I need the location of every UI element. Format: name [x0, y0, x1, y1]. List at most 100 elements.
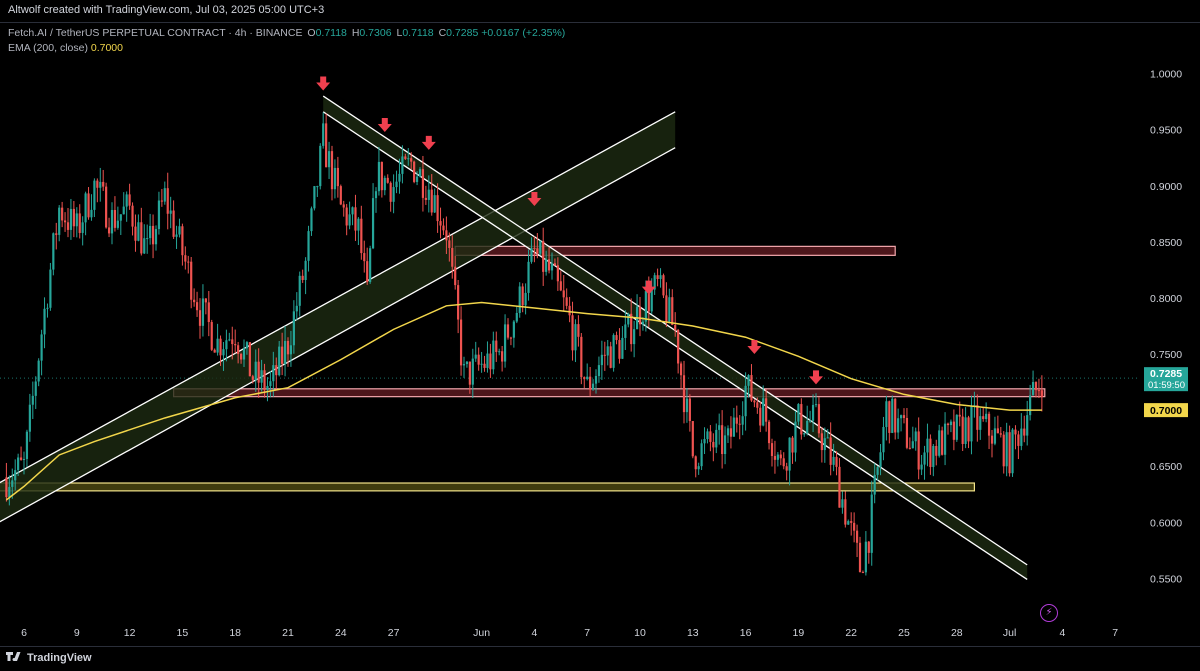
candle-body — [260, 370, 263, 383]
candle-body — [1020, 428, 1023, 446]
ema-value: 0.7000 — [90, 42, 123, 54]
candle-body — [339, 186, 342, 205]
candle-body — [580, 336, 583, 378]
x-tick-label: 7 — [584, 627, 590, 639]
channel-lower-rising-channel — [0, 147, 676, 523]
x-tick-label: 24 — [335, 627, 347, 639]
candle-body — [404, 156, 407, 159]
candle-body — [190, 261, 193, 300]
candle-body — [1023, 428, 1026, 436]
candle-body — [216, 338, 219, 353]
change-value: +0.0167 (+2.35%) — [481, 27, 566, 39]
price-chart[interactable]: 1.0000 0.9500 0.9000 0.8500 0.8000 0.7500 0.70… — [0, 0, 1200, 646]
candle-body — [650, 289, 653, 312]
ema-label[interactable]: EMA (200, close) — [8, 42, 88, 54]
candle-body — [90, 209, 93, 218]
candle-body — [278, 346, 281, 376]
candle-body — [427, 189, 430, 200]
candle-body — [506, 324, 510, 338]
candle-body — [753, 400, 756, 403]
candle-body — [363, 253, 366, 262]
candle-body — [360, 218, 363, 254]
y-tick-label: 0.5500 — [1150, 573, 1182, 585]
candle-body — [847, 521, 850, 525]
candle-body — [58, 207, 61, 235]
current-price-tag — [1144, 367, 1188, 392]
candle-body — [410, 158, 413, 162]
candle-body — [304, 260, 307, 280]
symbol-name[interactable]: Fetch.AI / TetherUS PERPETUAL CONTRACT ·… — [8, 27, 303, 39]
candle-body — [536, 248, 539, 254]
candle-body — [633, 329, 636, 345]
candle-body — [1014, 429, 1017, 435]
candle-body — [627, 313, 630, 325]
candle-body — [477, 354, 480, 365]
lightning-icon[interactable]: ⚡ — [1040, 604, 1058, 622]
candle-body — [759, 407, 762, 426]
candle-body — [624, 324, 627, 338]
candle-body — [157, 200, 161, 230]
candle-body — [178, 226, 181, 235]
candle-body — [817, 404, 821, 434]
attribution-bar: Altwolf created with TradingView.com, Ju… — [0, 0, 1200, 23]
ema-row: EMA (200, close) 0.7000 — [8, 41, 565, 56]
ema200-line — [5, 301, 1042, 501]
candle-body — [917, 431, 920, 470]
ema-price-tag — [1144, 403, 1188, 418]
candle-body — [1008, 432, 1011, 474]
candle-body — [600, 354, 603, 366]
candle-body — [43, 308, 46, 335]
candle-body — [245, 342, 249, 349]
x-tick-label: Jun — [473, 627, 490, 639]
candle-body — [738, 423, 741, 425]
candle-body — [943, 423, 947, 455]
candle-body — [979, 416, 982, 430]
candle-body — [612, 335, 615, 368]
candle-body — [545, 259, 548, 272]
rejection-arrow-icon — [527, 191, 542, 206]
x-tick-label: 13 — [687, 627, 699, 639]
candle-body — [589, 376, 592, 390]
candle-body — [982, 416, 985, 419]
candle-body — [407, 158, 410, 160]
candle-body — [961, 416, 964, 444]
candle-body — [228, 339, 231, 341]
candle-body — [803, 433, 806, 435]
rejection-arrow-icon — [747, 340, 762, 355]
candle-body — [131, 205, 134, 227]
brand-name[interactable]: TradingView — [27, 652, 92, 664]
candle-body — [735, 417, 738, 424]
candle-body — [160, 200, 163, 202]
candle-body — [750, 375, 753, 401]
candle-body — [861, 572, 865, 574]
candle-body — [377, 161, 381, 192]
candle-body — [125, 194, 128, 207]
candle-body — [606, 346, 609, 356]
candle-body — [307, 231, 310, 261]
channel-fill-falling-channel — [323, 96, 1028, 580]
candle-body — [25, 431, 29, 459]
x-tick-label: 10 — [634, 627, 646, 639]
candle-body — [389, 182, 392, 202]
channel-lower-falling-channel — [322, 111, 1028, 581]
candle-body — [721, 425, 724, 455]
x-tick-label: 4 — [531, 627, 537, 639]
candle-body — [301, 275, 304, 280]
rejection-arrow-icon — [377, 117, 392, 132]
candle-body — [1011, 429, 1014, 474]
x-tick-label: 25 — [898, 627, 910, 639]
candle-body — [354, 207, 357, 231]
x-tick-label: 6 — [21, 627, 27, 639]
candle-body — [685, 398, 689, 413]
candle-body — [671, 297, 674, 325]
candle-body — [844, 499, 847, 525]
candle-body — [867, 541, 870, 553]
y-tick-label: 1.0000 — [1150, 69, 1182, 81]
candle-body — [454, 266, 457, 286]
candle-body — [1029, 395, 1032, 416]
candle-body — [313, 186, 316, 209]
candle-body — [779, 454, 782, 459]
candle-body — [40, 334, 43, 361]
candle-body — [1037, 390, 1041, 392]
candle-body — [765, 398, 768, 422]
